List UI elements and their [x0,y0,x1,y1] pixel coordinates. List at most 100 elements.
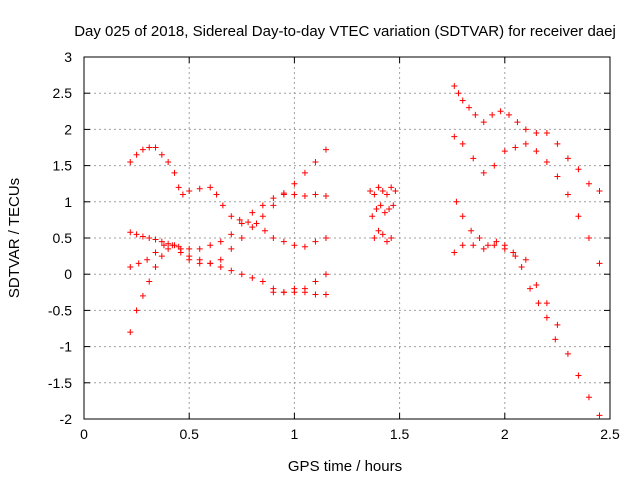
data-point [375,227,382,234]
data-point [596,187,603,194]
data-point [322,291,329,298]
data-point [186,245,193,252]
data-point [585,394,592,401]
data-point [512,253,519,260]
data-point [177,249,184,256]
data-point [480,169,487,176]
data-point [127,158,134,165]
series-track10 [453,198,559,343]
data-point [228,231,235,238]
data-point [270,195,277,202]
data-point [312,291,319,298]
data-point [371,235,378,241]
series-track1 [127,144,329,250]
data-point [575,213,582,220]
x-tick-label: 1.5 [390,426,410,442]
data-point [564,155,571,162]
data-point [160,242,167,249]
y-tick-label: 0 [64,266,72,282]
data-point [146,278,153,285]
data-point [379,231,386,238]
data-point [455,90,462,97]
data-point [392,187,399,194]
x-tick-label: 1 [291,426,299,442]
data-point [564,350,571,357]
data-point [301,289,308,296]
data-point [217,256,224,263]
data-point [543,314,550,321]
data-point [127,329,134,336]
data-point [139,233,146,240]
x-tick-label: 0.5 [179,426,199,442]
data-point [554,321,561,328]
data-point [543,130,550,137]
data-point [381,209,388,216]
data-point [207,260,214,267]
data-point [451,133,458,140]
data-point [510,249,517,256]
chart-title: Day 025 of 2018, Sidereal Day-to-day VTE… [74,23,616,40]
data-point [217,238,224,245]
data-point [379,187,386,194]
data-point [493,238,500,245]
data-point [261,227,268,234]
data-point [470,242,477,249]
data-point [459,140,466,147]
data-point [291,180,298,187]
data-point [270,202,277,209]
data-point [518,263,525,270]
data-point [238,220,245,227]
data-point [501,148,508,155]
data-point [312,191,319,198]
data-point [491,162,498,169]
data-point [543,300,550,307]
data-point [533,282,540,289]
data-point [228,245,235,252]
x-axis-label: GPS time / hours [288,458,402,475]
data-point [459,242,466,249]
data-point [377,202,384,209]
data-point [245,219,252,226]
data-point [158,151,165,158]
data-point [312,278,319,285]
data-point [139,292,146,299]
data-point [388,184,395,191]
data-point [186,256,193,263]
data-point [585,235,592,241]
x-tick-label: 2.5 [600,426,620,442]
data-point [127,229,134,236]
data-point [527,285,534,292]
data-point [196,260,203,267]
y-tick-label: -2 [60,411,73,427]
data-point [554,173,561,180]
x-tick-label: 2 [501,426,509,442]
data-point [259,202,266,209]
series-track4 [127,146,329,270]
data-point [238,235,245,241]
data-point [196,245,203,252]
data-point [554,140,561,147]
data-point [127,263,134,270]
x-tick-label: 0 [80,426,88,442]
data-point [373,206,380,213]
data-point [375,184,382,191]
data-point [564,191,571,198]
data-point [301,193,308,200]
data-point [596,412,603,419]
data-point [270,235,277,241]
y-axis-ticks: -2 -1.5 -1 -0.5 0 0.5 1 1.5 2 2.5 3 [48,49,610,427]
data-point [596,260,603,267]
y-tick-label: 2.5 [53,85,73,101]
data-point [291,285,298,292]
data-point [133,307,140,314]
data-point [144,256,151,263]
data-point [472,111,479,118]
data-point [301,169,308,176]
data-point [152,236,159,243]
data-point [575,166,582,173]
data-point [388,235,395,241]
data-point [369,213,376,220]
data-point [322,193,329,200]
data-point [497,108,504,115]
data-point [522,140,529,147]
